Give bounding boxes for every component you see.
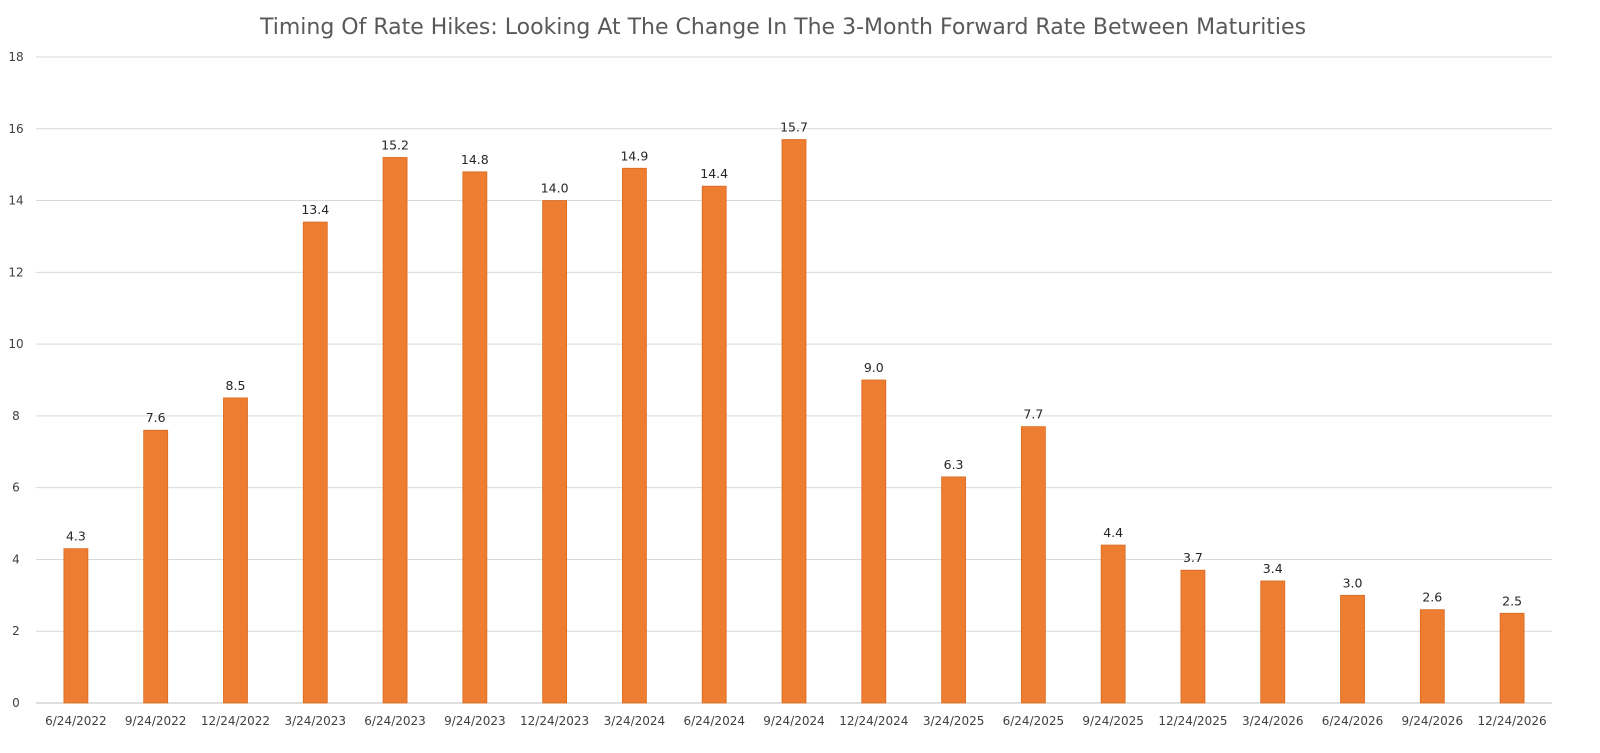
x-category-label: 3/24/2024: [604, 714, 666, 728]
x-category-label: 9/24/2022: [125, 714, 187, 728]
bar: [302, 221, 328, 704]
x-category-label: 6/24/2025: [1003, 714, 1065, 728]
data-label: 14.9: [620, 148, 648, 163]
data-label: 14.4: [700, 166, 728, 181]
x-category-label: 6/24/2022: [45, 714, 107, 728]
data-label: 6.3: [944, 457, 964, 472]
data-label: 13.4: [301, 202, 329, 217]
bar: [1419, 609, 1445, 704]
data-label: 14.0: [541, 181, 569, 196]
bar: [941, 476, 966, 704]
x-category-label: 12/24/2023: [520, 714, 589, 728]
data-label: 7.6: [146, 410, 166, 425]
x-category-label: 12/24/2025: [1158, 714, 1227, 728]
x-category-label: 12/24/2024: [839, 714, 908, 728]
bar: [223, 397, 248, 704]
y-tick-label: 18: [8, 50, 23, 64]
bar: [542, 200, 568, 704]
chart-title: Timing Of Rate Hikes: Looking At The Cha…: [259, 15, 1306, 40]
y-tick-label: 0: [12, 696, 20, 710]
y-tick-label: 2: [12, 624, 20, 638]
bar: [63, 548, 89, 704]
bar: [1260, 580, 1286, 704]
data-label: 2.5: [1502, 593, 1522, 608]
y-tick-label: 16: [8, 122, 23, 136]
bar: [701, 185, 727, 704]
y-tick-label: 4: [12, 552, 20, 566]
x-category-label: 3/24/2025: [923, 714, 985, 728]
data-label: 14.8: [461, 152, 489, 167]
x-category-label: 3/24/2026: [1242, 714, 1304, 728]
data-label: 2.6: [1422, 590, 1442, 605]
y-tick-label: 10: [8, 337, 23, 351]
x-category-label: 9/24/2024: [763, 714, 825, 728]
data-label: 15.7: [780, 120, 808, 135]
bar: [462, 171, 488, 704]
y-tick-label: 8: [12, 409, 20, 423]
data-label: 3.7: [1183, 550, 1203, 565]
y-axis-tick-labels: 0 2 4 6 8 10 12 14 16 18: [8, 50, 23, 710]
data-label: 3.4: [1263, 561, 1283, 576]
bar: [1180, 569, 1206, 704]
x-category-label: 9/24/2023: [444, 714, 506, 728]
bar: [143, 429, 169, 704]
data-label: 8.5: [226, 378, 246, 393]
x-category-label: 6/24/2026: [1322, 714, 1384, 728]
bar: [1499, 612, 1525, 704]
x-category-label: 9/24/2025: [1082, 714, 1144, 728]
data-label: 3.0: [1343, 575, 1363, 590]
bar: [1340, 594, 1365, 704]
data-label: 15.2: [381, 137, 409, 152]
data-labels: 4.3 7.6 8.5 13.4 15.2 14.8 14.0 14.9 14.4 15.7 9.0…: [66, 120, 1522, 609]
x-category-label: 6/24/2024: [683, 714, 745, 728]
y-tick-label: 14: [8, 194, 23, 208]
x-category-label: 12/24/2026: [1478, 714, 1547, 728]
bar: [781, 139, 807, 704]
data-label: 4.3: [66, 529, 86, 544]
bar: [1020, 426, 1046, 704]
data-label: 9.0: [864, 360, 884, 375]
data-label: 4.4: [1103, 525, 1123, 540]
x-category-label: 6/24/2023: [364, 714, 426, 728]
y-tick-label: 6: [12, 481, 20, 495]
bar: [622, 167, 647, 704]
x-category-label: 12/24/2022: [201, 714, 270, 728]
x-category-label: 3/24/2023: [284, 714, 346, 728]
y-tick-label: 12: [8, 265, 23, 279]
bar: [1100, 544, 1126, 704]
bars: [63, 139, 1525, 704]
bar: [382, 157, 408, 704]
x-axis-category-labels: 6/24/2022 9/24/2022 12/24/2022 3/24/2023 6/2…: [45, 714, 1547, 728]
bar: [861, 379, 887, 704]
x-category-label: 9/24/2026: [1402, 714, 1464, 728]
data-label: 7.7: [1023, 407, 1043, 422]
